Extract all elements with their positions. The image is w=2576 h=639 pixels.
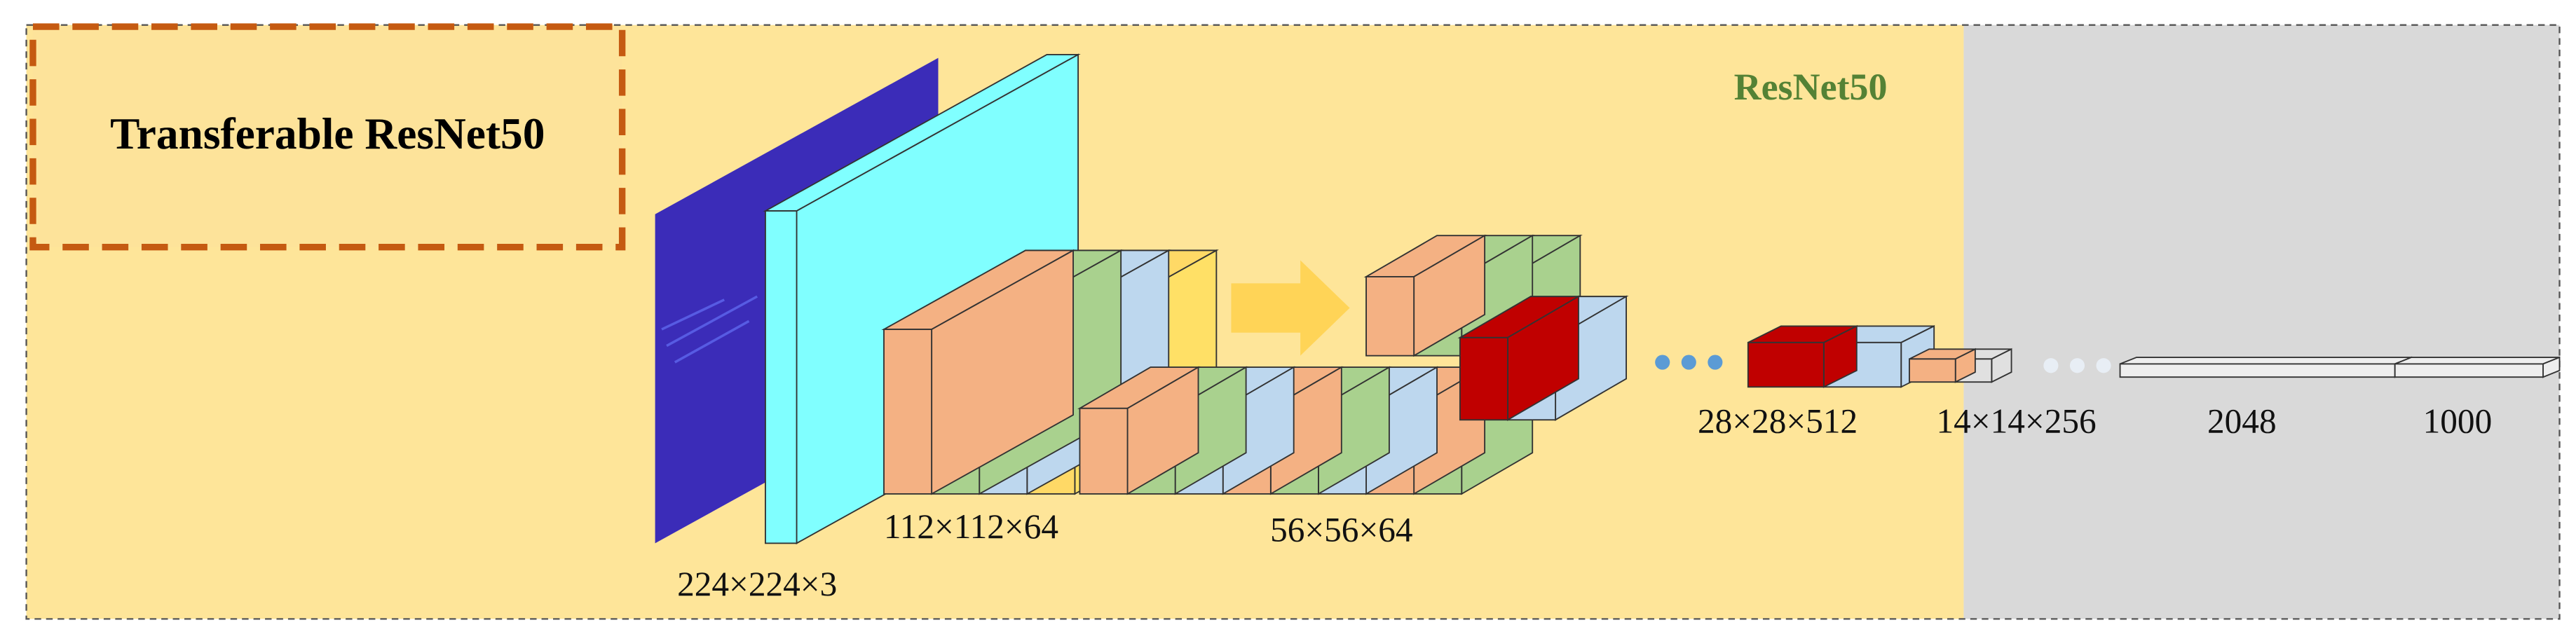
layer-label: 2048 (2207, 402, 2277, 441)
layer-label: 1000 (2423, 402, 2493, 441)
box-front (1909, 358, 1956, 383)
layer-label: 56×56×64 (1270, 511, 1413, 549)
box-front (764, 210, 798, 544)
layers (655, 53, 2561, 544)
arrow (1231, 260, 1350, 356)
box-top (2120, 357, 2412, 365)
dot (2069, 358, 2085, 373)
layer-label: 112×112×64 (884, 507, 1058, 546)
box-front (2119, 363, 2396, 378)
dot (1655, 355, 1670, 370)
layer-label: 28×28×512 (1698, 402, 1858, 441)
box-front (1459, 336, 1508, 421)
classifier-region (1963, 25, 2560, 619)
dot (1681, 355, 1696, 370)
section-label: ResNet50 (1734, 66, 1888, 108)
layer-label: 14×14×256 (1937, 402, 2097, 441)
box-front (2394, 363, 2544, 378)
outer-border (25, 24, 2561, 620)
box-front (1747, 341, 1825, 388)
input-texture (661, 295, 758, 364)
box-front (1079, 407, 1129, 495)
title-box (29, 23, 626, 251)
dot (1708, 355, 1723, 370)
layer-label: 224×224×3 (677, 565, 837, 603)
box-front (883, 329, 933, 495)
title: Transferable ResNet50 (110, 109, 545, 158)
dot (2043, 358, 2059, 373)
dot (2096, 358, 2111, 373)
box-front (1365, 276, 1415, 357)
box-top (2394, 357, 2560, 365)
